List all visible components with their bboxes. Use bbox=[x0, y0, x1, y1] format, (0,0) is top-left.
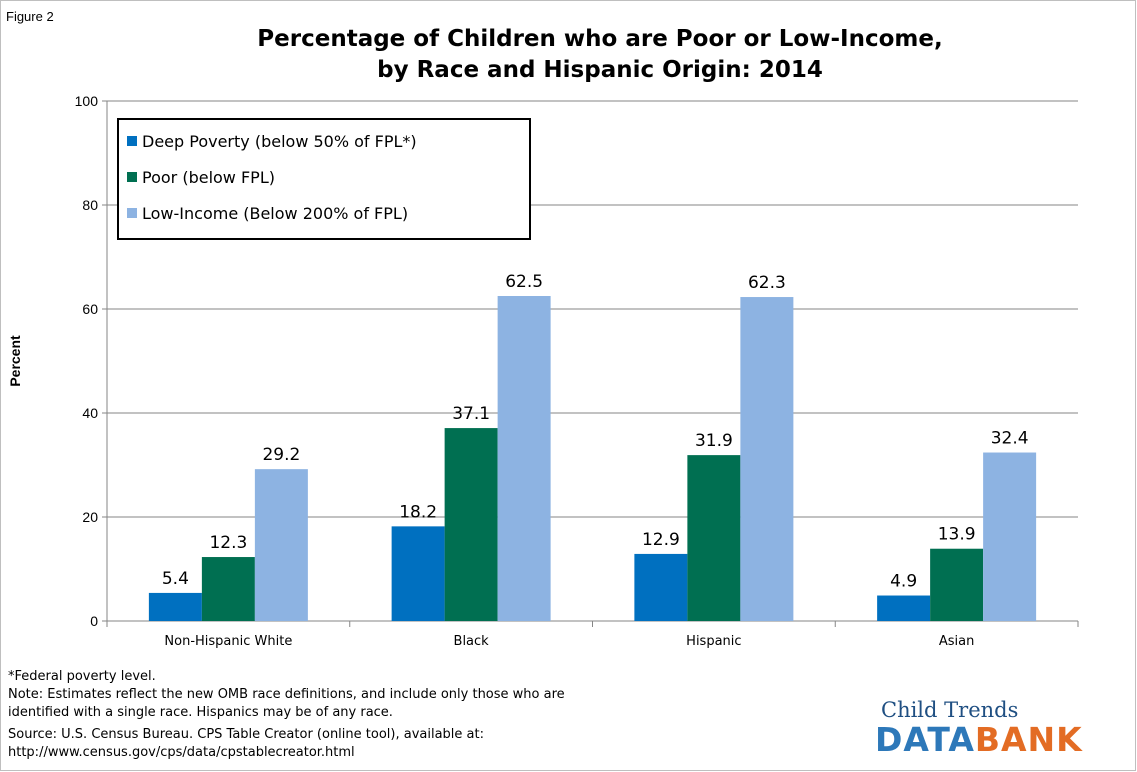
note-line-1: Note: Estimates reflect the new OMB race… bbox=[8, 687, 565, 702]
bar bbox=[391, 526, 445, 621]
data-label: 12.9 bbox=[642, 530, 680, 550]
bar bbox=[148, 592, 202, 621]
legend-swatch bbox=[127, 208, 137, 218]
figure-label: Figure 2 bbox=[6, 9, 54, 24]
data-label: 62.5 bbox=[505, 272, 543, 292]
footnote: *Federal poverty level. bbox=[8, 669, 156, 684]
legend-box bbox=[117, 118, 531, 240]
bar bbox=[497, 296, 551, 621]
data-label: 31.9 bbox=[695, 431, 733, 451]
logo-bank-text: BANK bbox=[974, 720, 1083, 759]
title-line-2: by Race and Hispanic Origin: 2014 bbox=[377, 57, 823, 83]
x-tick-label: Non-Hispanic White bbox=[164, 634, 292, 649]
chart-title: Percentage of Children who are Poor or L… bbox=[100, 24, 1100, 86]
data-label: 32.4 bbox=[991, 429, 1029, 449]
data-label: 18.2 bbox=[399, 502, 437, 522]
data-label: 13.9 bbox=[938, 525, 976, 545]
data-label: 5.4 bbox=[162, 569, 189, 589]
data-label: 37.1 bbox=[452, 404, 490, 424]
title-line-1: Percentage of Children who are Poor or L… bbox=[257, 26, 943, 52]
bar bbox=[201, 557, 255, 621]
data-label: 62.3 bbox=[748, 273, 786, 293]
y-tick-label: 40 bbox=[82, 405, 98, 421]
logo-bottom-text: DATABANK bbox=[875, 720, 1083, 759]
source-line-1: Source: U.S. Census Bureau. CPS Table Cr… bbox=[8, 727, 484, 742]
bar bbox=[930, 548, 984, 621]
source-line-2: http://www.census.gov/cps/data/cpstablec… bbox=[8, 745, 355, 760]
y-tick-label: 0 bbox=[90, 613, 98, 629]
bar bbox=[687, 455, 741, 621]
legend-entry: Poor (below FPL) bbox=[142, 168, 275, 187]
logo-data-text: DATA bbox=[875, 720, 975, 759]
bar bbox=[444, 428, 498, 621]
y-tick-label: 60 bbox=[82, 301, 98, 317]
bar bbox=[877, 595, 931, 621]
bar bbox=[634, 553, 688, 621]
y-tick-label: 80 bbox=[82, 197, 98, 213]
legend-swatch bbox=[127, 172, 137, 182]
child-trends-databank-logo: Child Trends DATABANK bbox=[875, 698, 1105, 759]
legend-entry: Low-Income (Below 200% of FPL) bbox=[142, 204, 408, 223]
data-label: 12.3 bbox=[209, 533, 247, 553]
bar bbox=[254, 469, 308, 621]
legend-swatch bbox=[127, 136, 137, 146]
y-tick-label: 100 bbox=[75, 93, 99, 109]
x-tick-label: Asian bbox=[939, 634, 974, 649]
logo-top-text: Child Trends bbox=[881, 698, 1019, 722]
data-label: 29.2 bbox=[262, 445, 300, 465]
bar-chart: 0 20 40 60 80 100 Percent 5.4 12.3 29.2 Non-Hispan… bbox=[7, 93, 1079, 649]
y-axis-label: Percent bbox=[7, 335, 23, 387]
data-label: 4.9 bbox=[890, 572, 917, 592]
legend-entry: Deep Poverty (below 50% of FPL*) bbox=[142, 132, 417, 151]
y-tick-label: 20 bbox=[82, 509, 98, 525]
x-tick-label: Black bbox=[454, 634, 490, 649]
bar bbox=[983, 452, 1037, 621]
x-tick-label: Hispanic bbox=[686, 634, 741, 649]
note-line-2: identified with a single race. Hispanics… bbox=[8, 705, 393, 720]
bar bbox=[740, 297, 794, 621]
